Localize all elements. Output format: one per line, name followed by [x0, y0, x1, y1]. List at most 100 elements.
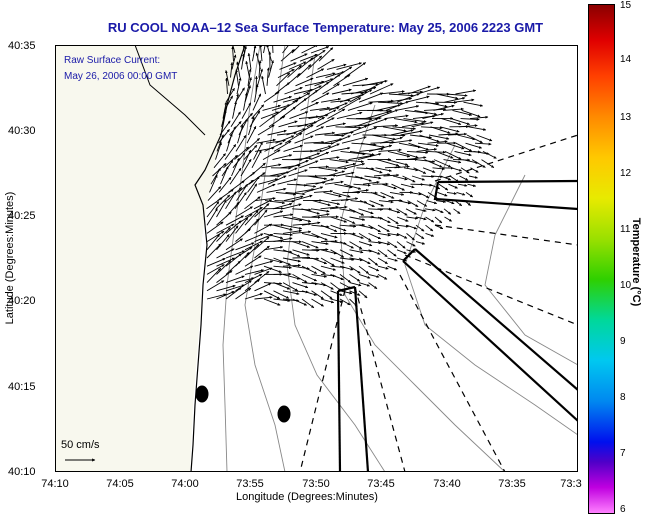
current-vector: [357, 152, 382, 161]
current-vector: [311, 241, 329, 246]
current-vector: [330, 224, 347, 232]
current-vector: [259, 45, 263, 62]
current-vector: [339, 282, 352, 289]
current-vector: [368, 232, 381, 240]
current-vector: [315, 72, 336, 79]
current-vector: [234, 192, 247, 210]
current-vector: [391, 183, 405, 191]
current-vector: [319, 106, 340, 111]
current-vector: [218, 176, 232, 193]
colorbar-tick: 12: [620, 168, 632, 179]
current-vector: [349, 89, 373, 103]
current-vector: [340, 197, 359, 202]
station-marker: [277, 405, 291, 423]
current-vector: [340, 150, 366, 156]
current-vector: [396, 232, 408, 239]
current-vector: [284, 87, 303, 95]
current-vector: [358, 92, 384, 103]
current-vector: [449, 175, 459, 183]
current-vector: [424, 208, 436, 212]
current-vector: [320, 257, 335, 267]
current-vector: [330, 257, 345, 264]
current-vector: [339, 290, 353, 295]
current-vector: [348, 154, 373, 161]
current-vector: [277, 68, 295, 79]
y-tick-label: 40:35: [8, 40, 36, 52]
current-vector: [237, 125, 244, 144]
current-vector: [232, 45, 236, 54]
current-vector: [397, 200, 411, 205]
current-vector: [289, 159, 309, 169]
current-vector: [225, 215, 244, 226]
current-vector: [294, 135, 314, 144]
current-vector: [235, 242, 255, 251]
current-vector: [311, 213, 330, 218]
current-vector: [418, 191, 430, 199]
current-vector: [266, 45, 272, 62]
current-vector: [263, 45, 266, 54]
legend-date: May 26, 2006 00:00 GMT: [64, 71, 178, 82]
current-vector: [339, 249, 354, 257]
current-vector: [254, 233, 273, 243]
current-vector: [311, 298, 324, 307]
current-vector: [464, 200, 471, 206]
current-vector: [216, 211, 232, 226]
current-vector: [396, 241, 406, 249]
current-vector: [268, 60, 274, 78]
current-vector: [273, 237, 293, 243]
current-vector: [392, 126, 416, 131]
current-vector: [244, 292, 263, 300]
current-vector: [273, 282, 291, 290]
current-vector: [387, 257, 398, 262]
x-tick-label: 73:50: [302, 478, 330, 490]
current-vector: [461, 109, 481, 118]
current-vector: [445, 93, 468, 97]
current-vector: [415, 224, 425, 232]
current-vector: [301, 232, 320, 239]
current-vector: [425, 232, 435, 237]
current-vector: [453, 208, 461, 215]
current-vector: [304, 186, 324, 193]
current-vector: [225, 77, 229, 95]
current-vector: [373, 173, 391, 177]
current-vector: [235, 280, 252, 292]
current-vector: [452, 109, 473, 116]
current-vector: [206, 280, 225, 292]
colorbar-tick: 8: [620, 392, 626, 403]
current-vector: [282, 224, 303, 230]
current-vector: [416, 147, 437, 152]
coverage-boundaries: [299, 134, 578, 472]
current-vector: [263, 232, 284, 240]
current-vector: [465, 142, 482, 149]
current-vector: [343, 183, 362, 190]
current-vector: [334, 183, 353, 189]
current-vector: [406, 233, 415, 241]
current-vector: [406, 150, 429, 154]
current-vector: [376, 159, 400, 167]
current-vector: [339, 208, 357, 213]
current-vector: [292, 230, 312, 234]
current-vector: [296, 64, 312, 78]
current-vector: [396, 93, 420, 103]
current-vector: [401, 121, 425, 128]
current-vector: [388, 93, 414, 97]
current-vector: [430, 175, 444, 179]
x-tick-label: 73:45: [367, 478, 395, 490]
current-vector: [309, 106, 331, 111]
current-vector: [231, 54, 237, 70]
current-vector: [271, 104, 291, 111]
current-vector: [308, 165, 329, 169]
current-vector: [232, 101, 237, 119]
current-vector: [236, 61, 241, 78]
current-vector: [242, 149, 252, 168]
current-vector: [349, 257, 363, 262]
y-tick-label: 40:30: [8, 125, 36, 137]
current-vector: [317, 58, 335, 70]
current-vector: [398, 142, 421, 149]
current-vector: [365, 167, 383, 174]
current-vector: [455, 142, 473, 152]
current-vector: [358, 265, 369, 274]
current-vector: [282, 216, 303, 222]
current-vector: [408, 142, 430, 151]
current-vector: [273, 298, 291, 303]
